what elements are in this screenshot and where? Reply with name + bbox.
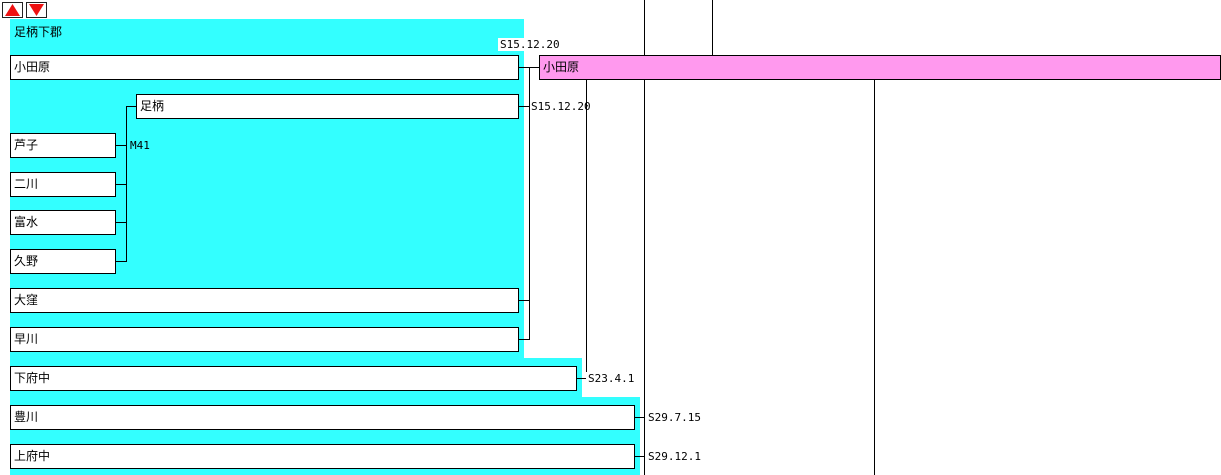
district-name: 足柄下郡 [14,25,63,39]
municipality-tomimizu[interactable]: 富水 [10,210,116,235]
scroll-down-button[interactable] [26,2,47,18]
connector [116,184,127,185]
connector [635,456,645,457]
connector [519,339,530,340]
municipality-ashigara[interactable]: 足柄 [136,94,519,119]
date-label: S29.7.15 [648,411,701,424]
connector [116,261,127,262]
timeline-line [712,0,713,55]
municipality-hayakawa[interactable]: 早川 [10,327,519,352]
municipality-okubo[interactable]: 大窪 [10,288,519,313]
municipality-ashinoko[interactable]: 芦子 [10,133,116,158]
connector [529,67,530,340]
timeline-line [874,79,875,475]
connector [577,378,587,379]
triangle-down-icon [29,4,44,16]
municipality-futakawa[interactable]: 二川 [10,172,116,197]
connector [116,222,127,223]
connector [519,106,530,107]
municipality-kamisoga[interactable]: 上府中 [10,444,635,469]
municipality-kuno[interactable]: 久野 [10,249,116,274]
result-odawara[interactable]: 小田原 [539,55,1221,80]
date-label: S15.12.20 [498,38,562,51]
connector [586,79,587,379]
municipality-toyokawa[interactable]: 豊川 [10,405,635,430]
date-label: S15.12.20 [531,100,591,113]
scroll-up-button[interactable] [2,2,23,18]
timeline-line [644,0,645,475]
date-label: S29.12.1 [648,450,701,463]
connector [126,106,136,107]
connector [519,300,530,301]
date-label: M41 [130,139,150,152]
connector [126,106,127,262]
date-label: S23.4.1 [586,372,637,385]
triangle-up-icon [5,4,20,16]
municipality-shimosoga[interactable]: 下府中 [10,366,577,391]
municipality-odawara[interactable]: 小田原 [10,55,519,80]
connector [635,417,645,418]
connector [116,145,127,146]
